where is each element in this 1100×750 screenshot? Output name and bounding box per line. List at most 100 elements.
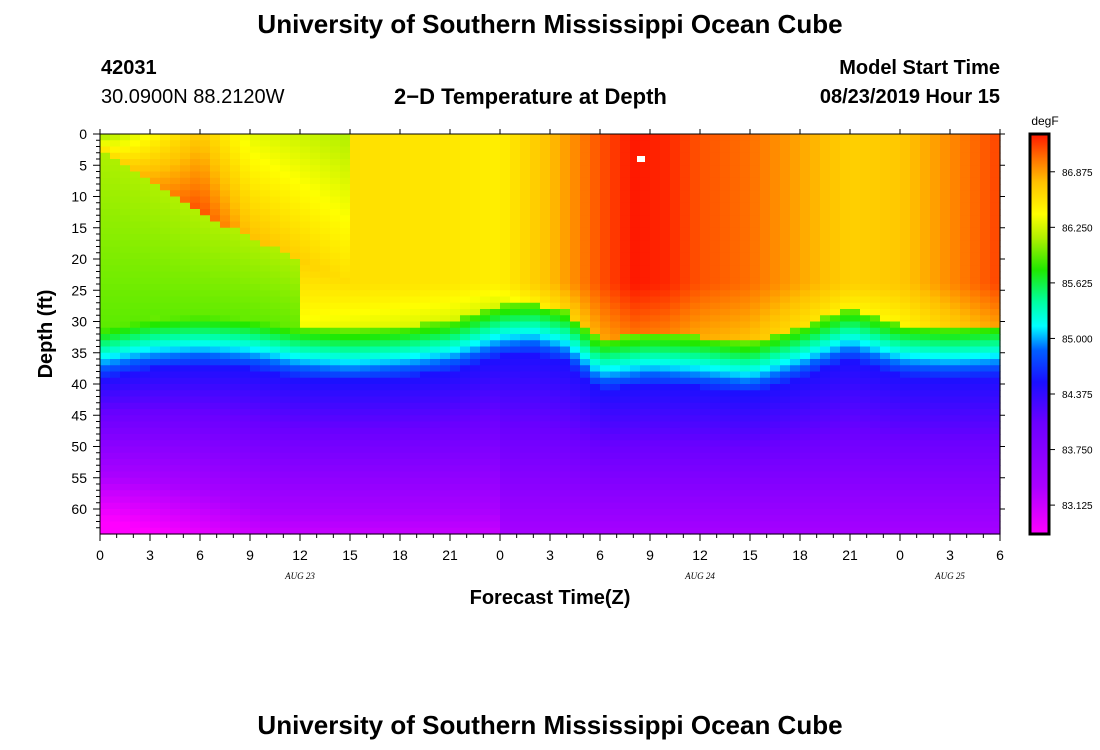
heatmap-cell [640, 215, 651, 223]
heatmap-cell [260, 215, 271, 223]
heatmap-cell [580, 371, 591, 379]
heatmap-cell [710, 190, 721, 198]
heatmap-cell [810, 390, 821, 398]
heatmap-cell [550, 434, 561, 441]
heatmap-cell [580, 471, 591, 479]
heatmap-cell [290, 359, 301, 366]
heatmap-cell [420, 396, 431, 404]
heatmap-cell [250, 527, 261, 535]
heatmap-cell [530, 327, 541, 335]
heatmap-cell [340, 402, 351, 410]
heatmap-cell [130, 234, 141, 241]
heatmap-cell [100, 234, 111, 241]
heatmap-cell [550, 152, 561, 160]
heatmap-cell [130, 284, 141, 291]
heatmap-cell [350, 240, 361, 248]
heatmap-cell [530, 427, 541, 435]
heatmap-cell [460, 271, 471, 279]
heatmap-cell [360, 359, 371, 366]
heatmap-cell [470, 134, 481, 141]
heatmap-cell [840, 159, 851, 166]
heatmap-cell [630, 446, 641, 454]
heatmap-cell [770, 277, 781, 285]
heatmap-cell [770, 215, 781, 223]
heatmap-cell [800, 502, 811, 510]
heatmap-cell [560, 309, 571, 316]
heatmap-cell [650, 390, 661, 398]
heatmap-cell [370, 396, 381, 404]
heatmap-cell [130, 159, 141, 166]
heatmap-cell [210, 396, 221, 404]
heatmap-cell [430, 502, 441, 510]
heatmap-cell [470, 309, 481, 316]
heatmap-cell [290, 171, 301, 179]
heatmap-cell [550, 234, 561, 241]
heatmap-cell [210, 459, 221, 466]
heatmap-cell [220, 259, 231, 266]
heatmap-cell [170, 365, 181, 373]
heatmap-cell [660, 390, 671, 398]
heatmap-cell [190, 290, 201, 298]
heatmap-cell [750, 415, 761, 423]
heatmap-cell [100, 277, 111, 285]
heatmap-cell [500, 240, 511, 248]
heatmap-cell [300, 490, 311, 498]
heatmap-cell [590, 477, 601, 485]
heatmap-cell [430, 477, 441, 485]
heatmap-cell [710, 140, 721, 148]
heatmap-cell [840, 134, 851, 141]
heatmap-cell [250, 421, 261, 429]
heatmap-cell [640, 477, 651, 485]
heatmap-cell [470, 259, 481, 266]
heatmap-cell [680, 327, 691, 335]
heatmap-cell [180, 346, 191, 354]
heatmap-cell [230, 396, 241, 404]
heatmap-cell [750, 471, 761, 479]
heatmap-cell [100, 421, 111, 429]
heatmap-cell [350, 521, 361, 529]
heatmap-cell [210, 496, 221, 504]
heatmap-cell [730, 402, 741, 410]
heatmap-cell [180, 427, 191, 435]
heatmap-cell [850, 284, 861, 291]
heatmap-cell [840, 246, 851, 254]
heatmap-cell [790, 421, 801, 429]
heatmap-cell [850, 421, 861, 429]
heatmap-cell [370, 202, 381, 210]
heatmap-cell [250, 484, 261, 491]
heatmap-cell [440, 309, 451, 316]
heatmap-cell [380, 465, 391, 473]
heatmap-cell [410, 296, 421, 304]
heatmap-cell [800, 309, 811, 316]
heatmap-cell [600, 271, 611, 279]
heatmap-cell [270, 340, 281, 348]
heatmap-cell [420, 327, 431, 335]
heatmap-cell [470, 484, 481, 491]
heatmap-cell [340, 471, 351, 479]
heatmap-cell [830, 359, 841, 366]
heatmap-cell [230, 459, 241, 466]
heatmap-cell [610, 215, 621, 223]
heatmap-cell [710, 152, 721, 160]
heatmap-cell [790, 490, 801, 498]
heatmap-cell [570, 159, 581, 166]
heatmap-cell [220, 484, 231, 491]
heatmap-cell [240, 165, 251, 173]
heatmap-cell [510, 227, 521, 235]
heatmap-cell [130, 346, 141, 354]
heatmap-cell [540, 409, 551, 416]
heatmap-cell [250, 277, 261, 285]
heatmap-cell [240, 465, 251, 473]
heatmap-cell [630, 409, 641, 416]
heatmap-cell [320, 440, 331, 448]
heatmap-cell [630, 152, 641, 160]
heatmap-cell [620, 302, 631, 310]
heatmap-cell [140, 209, 151, 216]
heatmap-cell [730, 234, 741, 241]
heatmap-cell [260, 415, 271, 423]
heatmap-cell [200, 209, 211, 216]
heatmap-cell [860, 365, 871, 373]
heatmap-cell [340, 252, 351, 260]
heatmap-cell [410, 527, 421, 535]
heatmap-cell [650, 384, 661, 391]
